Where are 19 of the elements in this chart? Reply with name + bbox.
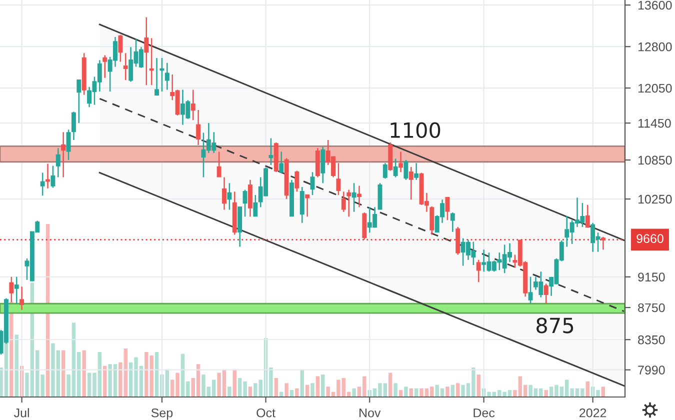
y-tick-label: 11450 — [638, 118, 671, 128]
x-tick-label: Jul — [14, 408, 29, 418]
y-tick-label: 12800 — [638, 42, 672, 52]
y-tick-label: 7990 — [638, 366, 665, 375]
band-label: 875 — [536, 318, 574, 334]
y-tick-label: 8750 — [638, 303, 665, 312]
ref-line-label: 9660 — [636, 234, 664, 244]
band-label: 1100 — [390, 122, 440, 138]
x-tick-label: Oct — [256, 408, 276, 418]
x-tick-label: 2022 — [580, 408, 606, 418]
y-tick-label: 8350 — [638, 335, 665, 344]
y-tick-label: 10250 — [638, 194, 672, 204]
x-tick-label: Nov — [360, 408, 381, 418]
x-tick-label: Dec — [474, 408, 495, 418]
y-tick-label: 12050 — [638, 84, 672, 93]
y-tick-label: 9150 — [638, 272, 665, 282]
y-tick-label: 10850 — [638, 156, 672, 165]
y-tick-label: 13600 — [638, 0, 672, 10]
x-tick-label: Sep — [151, 408, 173, 420]
